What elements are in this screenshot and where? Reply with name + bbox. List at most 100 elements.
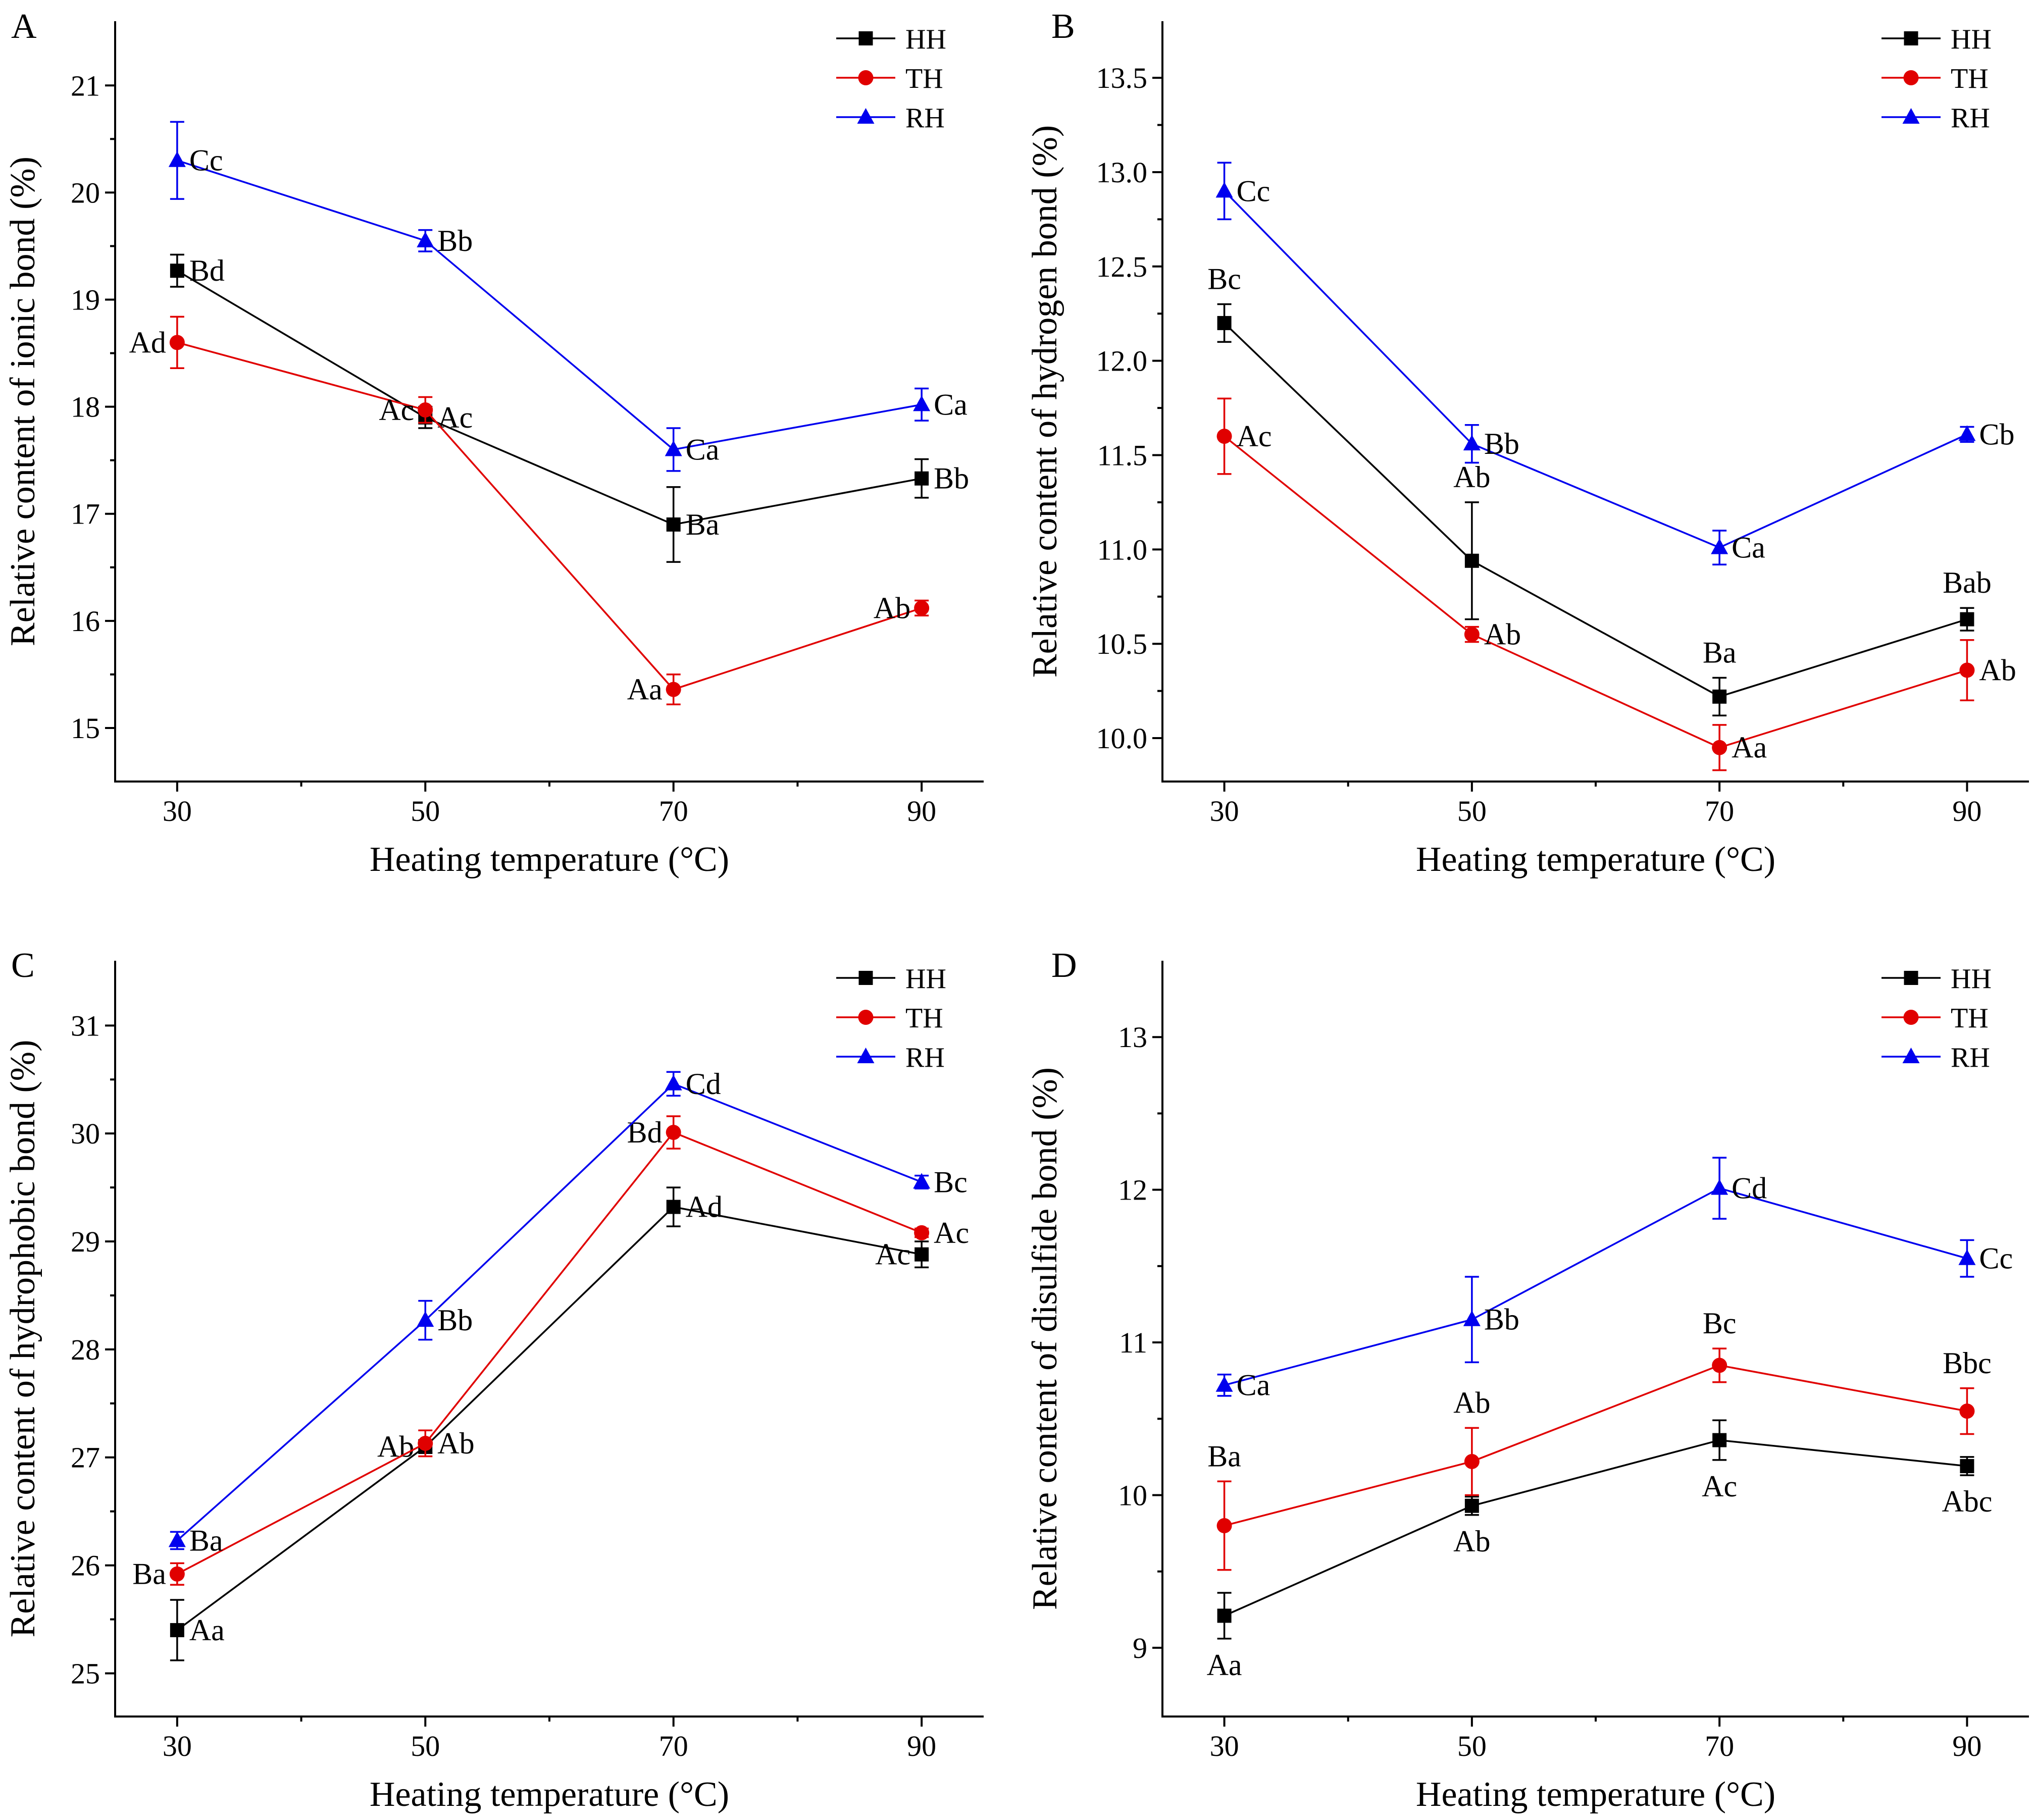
legend-label: HH (905, 963, 946, 995)
y-tick-label: 17 (71, 498, 100, 531)
significance-label: Aa (1207, 1648, 1242, 1682)
x-axis-title: Heating temperature (°C) (370, 840, 729, 879)
legend-marker (857, 108, 875, 124)
legend-label: RH (1951, 1042, 1990, 1073)
significance-label: Ba (132, 1557, 166, 1591)
legend-marker (1902, 108, 1920, 124)
series-RH: Ca Bb Cd Cc (1215, 1157, 2013, 1402)
data-point (1959, 662, 1975, 678)
legend-marker (1903, 70, 1919, 85)
data-point (666, 1125, 681, 1140)
x-tick-label: 90 (1952, 1730, 1981, 1762)
y-tick-label: 16 (71, 605, 100, 638)
data-point (1464, 553, 1479, 568)
x-tick-label: 30 (163, 1730, 192, 1762)
data-point (1215, 1376, 1233, 1392)
legend-label: TH (905, 1003, 943, 1034)
y-tick-label: 11.0 (1097, 533, 1147, 566)
legend-marker (1903, 1010, 1919, 1025)
x-tick-label: 70 (659, 1730, 688, 1762)
data-point (1215, 182, 1233, 198)
significance-label: Ac (934, 1216, 969, 1250)
significance-label: Aa (189, 1614, 225, 1647)
data-point (1217, 316, 1232, 330)
y-tick-label: 10 (1118, 1479, 1147, 1512)
data-point (1711, 1179, 1728, 1195)
data-point (418, 402, 433, 418)
data-point (168, 1531, 186, 1547)
significance-label: Bb (1484, 427, 1519, 460)
significance-label: Ad (129, 326, 166, 359)
data-point (666, 517, 681, 532)
y-tick-label: 18 (71, 391, 100, 424)
data-point (666, 1200, 681, 1214)
y-tick-label: 13.5 (1096, 62, 1148, 94)
x-tick-label: 70 (1705, 795, 1734, 827)
panel-letter: B (1051, 7, 1075, 46)
panel-B: B 10.0 10.5 11.0 11.5 12.0 12.5 13.0 13.5 30 50 70 9… (1026, 7, 2029, 879)
data-point (914, 471, 929, 486)
y-tick-label: 11.5 (1097, 439, 1147, 472)
significance-label: Ba (686, 508, 720, 541)
legend-label: TH (905, 63, 943, 94)
data-point (1464, 1498, 1479, 1513)
significance-label: Ba (189, 1524, 223, 1557)
significance-label: Ca (934, 388, 968, 421)
y-axis-title: Relative content of hydrophobic bond (%) (4, 1040, 42, 1638)
series-line (177, 160, 922, 451)
data-point (1464, 1453, 1480, 1469)
series-line (176, 270, 922, 526)
series-RH: Cc Bb Ca Ca (168, 121, 968, 472)
legend-marker (1902, 1048, 1920, 1063)
significance-label: Ab (1484, 618, 1521, 651)
series-TH: Ba Ab Bd Ac (132, 1115, 969, 1591)
legend-label: RH (1951, 102, 1990, 134)
significance-label: Bb (437, 1304, 473, 1337)
significance-label: Bd (627, 1116, 663, 1149)
significance-label: Ca (1732, 531, 1765, 564)
y-tick-label: 27 (71, 1441, 100, 1474)
data-point (417, 231, 434, 247)
data-point (169, 335, 185, 350)
series-TH: Ac Ab Aa Ab (1216, 397, 2016, 771)
significance-label: Ab (1453, 1386, 1490, 1419)
axes-frame (1161, 961, 2029, 1718)
data-point (1463, 435, 1481, 451)
series-HH: Aa Ab Ad Ac (170, 1186, 929, 1661)
series-line (1224, 190, 1968, 549)
data-point (1711, 538, 1728, 554)
legend: HH TH RH (1882, 24, 1992, 134)
legend-marker (858, 70, 874, 85)
data-point (914, 600, 930, 616)
significance-label: Cb (1979, 418, 2014, 451)
data-point (1958, 425, 1976, 441)
y-tick-label: 25 (71, 1657, 100, 1690)
y-tick-label: 28 (71, 1333, 100, 1366)
significance-label: Ab (437, 1427, 474, 1460)
data-point (1958, 1249, 1976, 1265)
y-tick-label: 12 (1118, 1174, 1147, 1207)
significance-label: Ab (874, 591, 910, 625)
significance-label: Cc (189, 144, 223, 177)
significance-label: Abc (1942, 1485, 1992, 1518)
significance-label: Ac (1237, 420, 1272, 453)
series-line (177, 341, 922, 691)
legend-label: HH (1951, 963, 1992, 995)
significance-label: Aa (627, 673, 663, 706)
data-point (418, 1435, 433, 1451)
series-RH: Cc Bb Ca Cb (1215, 162, 2014, 565)
data-point (1712, 1358, 1727, 1373)
data-point (665, 440, 682, 456)
significance-label: Ca (686, 433, 720, 466)
y-tick-label: 13.0 (1096, 156, 1148, 189)
significance-label: Aa (1732, 731, 1767, 764)
significance-label: Ac (437, 401, 473, 434)
panel-letter: A (11, 7, 37, 46)
y-tick-label: 30 (71, 1117, 100, 1150)
series-TH: Ba Ab Bc Bbc (1207, 1307, 1992, 1571)
significance-label: Ab (1453, 460, 1490, 494)
x-tick-label: 50 (1457, 795, 1487, 827)
axes-frame (1161, 21, 2029, 783)
y-tick-label: 10.5 (1096, 628, 1148, 660)
